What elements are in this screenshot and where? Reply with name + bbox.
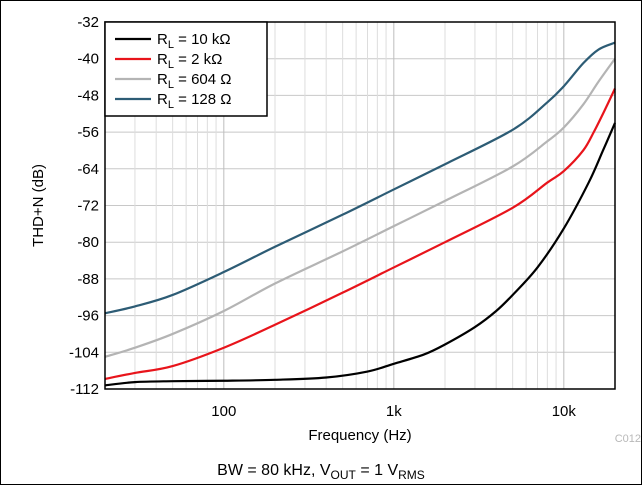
x-tick-label: 100 [211,403,236,420]
y-tick-label: -104 [69,344,99,361]
series-line-2 [104,58,616,358]
caption-sub-2: RMS [398,468,425,482]
legend-label-value: = 604 Ω [174,71,232,88]
legend-label-0: RL = 10 kΩ [157,31,231,51]
figure-code: C012 [615,433,641,445]
y-tick-label: -88 [77,271,99,288]
caption-part-2: = 1 V [356,462,399,479]
series-line-0 [104,122,617,387]
legend-label-value: = 2 kΩ [174,51,222,68]
legend-label-main: R [157,71,168,88]
x-tick-labels: 100 1k 10k [211,403,576,420]
x-axis-title: Frequency (Hz) [308,427,411,444]
y-tick-label: -96 [77,308,99,325]
y-tick-label: -56 [77,124,99,141]
caption-sub-1: OUT [331,468,357,482]
legend-label-main: R [157,51,168,68]
legend-label-1: RL = 2 kΩ [157,51,222,71]
y-tick-label: -48 [77,87,99,104]
x-tick-label: 1k [386,403,402,420]
legend-label-value: = 10 kΩ [174,31,231,48]
y-axis-title: THD+N (dB) [30,164,47,247]
legend-label-3: RL = 128 Ω [157,91,231,111]
legend-label-sub: L [168,99,174,111]
y-tick-label: -112 [70,381,99,398]
y-tick-label: -32 [77,14,99,31]
series-line-1 [104,88,616,380]
legend-label-sub: L [168,59,174,71]
y-tick-label: -64 [77,161,99,178]
series-line-3 [104,41,616,315]
plot-border [104,21,616,390]
legend-label-sub: L [168,39,174,51]
y-tick-labels: -32 -40 -48 -56 -64 -72 -80 -88 -96 -104 -112 [69,14,99,398]
legend-box [104,21,268,117]
y-tick-label: -80 [77,234,99,251]
legend-label-main: R [157,31,168,48]
chart-caption: BW = 80 kHz, VOUT = 1 VRMS [217,462,425,482]
legend-label-main: R [157,91,168,108]
y-tick-label: -40 [77,51,99,68]
series-lines [104,41,617,387]
legend-label-value: = 128 Ω [174,91,232,108]
x-tick-label: 10k [552,403,577,420]
legend-label-sub: L [168,79,174,91]
caption-part-1: BW = 80 kHz, V [217,462,331,479]
y-tick-label: -72 [77,198,99,215]
legend-label-2: RL = 604 Ω [157,71,231,91]
